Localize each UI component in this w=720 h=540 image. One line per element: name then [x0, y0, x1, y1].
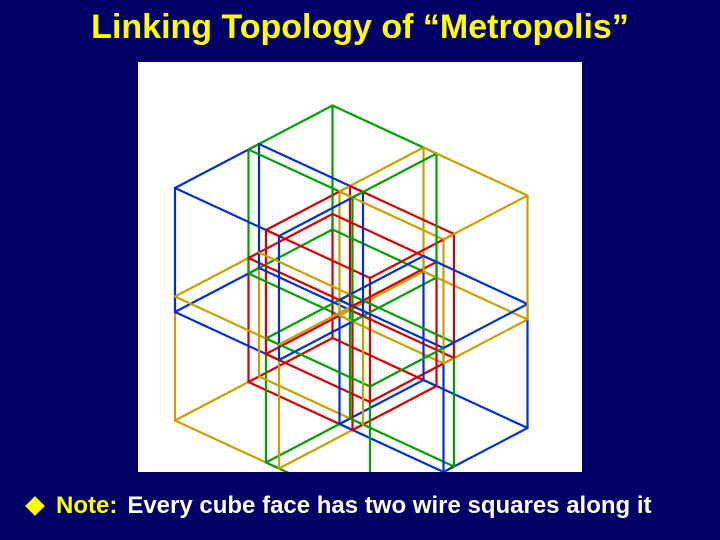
wireframe-figure [138, 62, 582, 472]
note-row: Note: Every cube face has two wire squar… [28, 492, 698, 520]
slide-title: Linking Topology of “Metropolis” [0, 8, 720, 47]
note-label: Note: [56, 492, 117, 520]
slide: Linking Topology of “Metropolis” Note: E… [0, 0, 720, 540]
diamond-bullet-icon [25, 496, 45, 516]
figure-area [138, 62, 582, 472]
note-text: Every cube face has two wire squares alo… [127, 492, 651, 520]
